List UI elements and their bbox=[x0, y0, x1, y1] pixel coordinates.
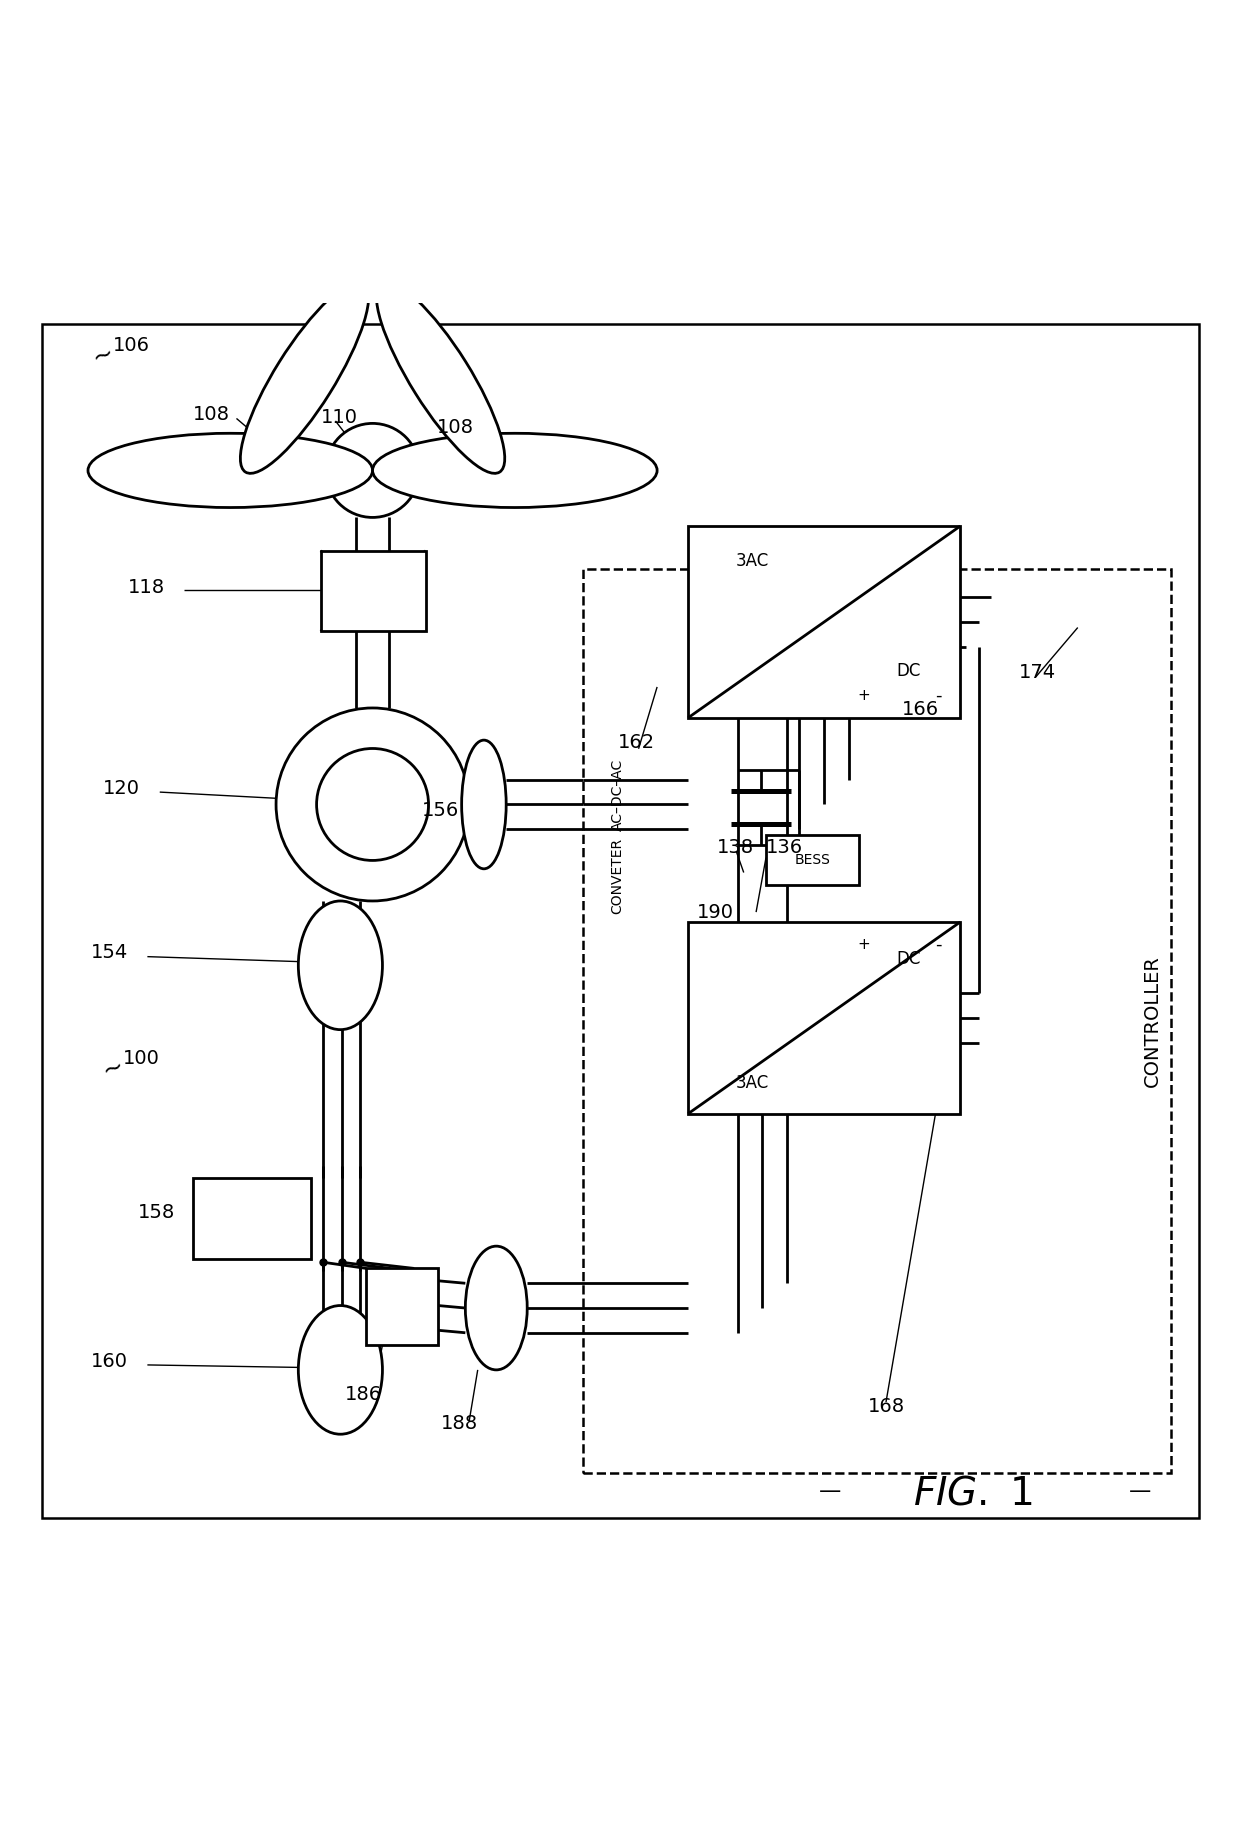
Text: —: — bbox=[820, 1481, 842, 1501]
Bar bbox=[193, 1178, 311, 1258]
Text: 188: 188 bbox=[440, 1414, 477, 1433]
Text: 3AC: 3AC bbox=[735, 1073, 769, 1092]
Circle shape bbox=[316, 749, 429, 861]
Text: 174: 174 bbox=[1018, 662, 1055, 682]
Text: 108: 108 bbox=[193, 406, 231, 424]
Ellipse shape bbox=[299, 902, 382, 1029]
Circle shape bbox=[326, 424, 419, 518]
Text: -: - bbox=[935, 935, 941, 953]
Text: 162: 162 bbox=[618, 734, 655, 752]
Ellipse shape bbox=[461, 739, 506, 869]
Text: ~: ~ bbox=[99, 1053, 126, 1082]
Text: 3AC: 3AC bbox=[735, 551, 769, 570]
Text: CONTROLLER: CONTROLLER bbox=[1142, 955, 1162, 1086]
Text: +: + bbox=[857, 688, 870, 703]
Text: +: + bbox=[857, 937, 870, 952]
Ellipse shape bbox=[88, 433, 372, 507]
Bar bbox=[766, 835, 859, 885]
Text: 158: 158 bbox=[138, 1204, 175, 1223]
Text: DC: DC bbox=[897, 662, 920, 680]
Text: 118: 118 bbox=[128, 579, 165, 597]
Text: 138: 138 bbox=[717, 839, 754, 857]
Text: 154: 154 bbox=[91, 944, 128, 963]
Bar bbox=[321, 551, 425, 631]
Ellipse shape bbox=[372, 433, 657, 507]
Ellipse shape bbox=[241, 282, 368, 474]
Text: 190: 190 bbox=[697, 902, 734, 922]
Text: 156: 156 bbox=[422, 800, 459, 821]
Text: 110: 110 bbox=[321, 408, 357, 426]
Text: 160: 160 bbox=[91, 1352, 128, 1370]
Text: AC–DC–AC: AC–DC–AC bbox=[610, 760, 625, 832]
Bar bbox=[688, 526, 960, 717]
Text: 106: 106 bbox=[113, 336, 150, 354]
Bar bbox=[366, 1269, 438, 1344]
Circle shape bbox=[277, 708, 469, 902]
Text: 108: 108 bbox=[436, 417, 474, 437]
Ellipse shape bbox=[299, 1306, 382, 1435]
Text: -: - bbox=[935, 686, 941, 704]
Text: 186: 186 bbox=[345, 1385, 382, 1403]
Text: 168: 168 bbox=[868, 1398, 904, 1416]
Text: —: — bbox=[1128, 1481, 1151, 1501]
Text: 100: 100 bbox=[123, 1049, 160, 1068]
Ellipse shape bbox=[465, 1247, 527, 1370]
Text: BESS: BESS bbox=[795, 854, 831, 867]
Text: 136: 136 bbox=[766, 839, 804, 857]
Bar bbox=[583, 570, 1171, 1473]
Ellipse shape bbox=[377, 282, 505, 474]
Text: 166: 166 bbox=[901, 699, 939, 719]
Text: 120: 120 bbox=[103, 778, 140, 798]
Bar bbox=[688, 922, 960, 1114]
Text: CONVETER: CONVETER bbox=[610, 837, 625, 913]
Text: DC: DC bbox=[897, 950, 920, 968]
Text: $\mathit{FIG.\ 1}$: $\mathit{FIG.\ 1}$ bbox=[913, 1475, 1033, 1512]
Text: ~: ~ bbox=[89, 341, 117, 371]
